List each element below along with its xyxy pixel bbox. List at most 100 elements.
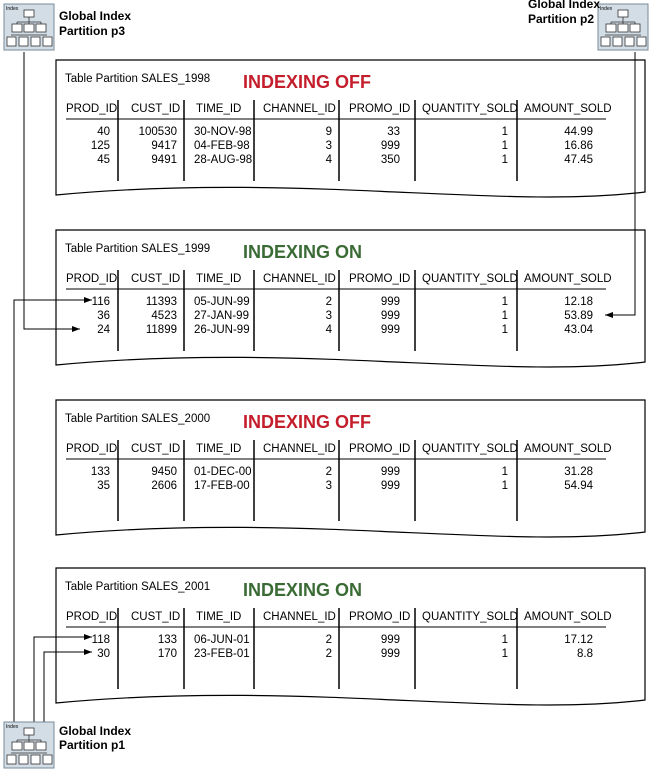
global-index-icon-2: Index [3,721,55,769]
cell-time_id: 27-JAN-99 [194,310,249,322]
column-header: QUANTITY_SOLD [422,103,518,115]
column-header: TIME_ID [196,273,241,285]
table-row: 40 100530 30-NOV-98 9 33 1 44.99 [97,126,593,138]
cell-prod_id: 30 [97,648,110,660]
index-name-line2: Partition p1 [59,738,125,752]
tree-node [35,741,47,751]
partition-frame [55,59,646,198]
table-partition-0: Table Partition SALES_1998 INDEXING OFF PR… [55,59,646,198]
table-row: 36 4523 27-JAN-99 3 999 1 53.89 [97,310,593,322]
tree-node [30,754,41,765]
column-header: AMOUNT_SOLD [524,273,612,285]
cell-amount_sold: 12.18 [564,296,593,308]
cell-prod_id: 118 [92,634,110,646]
cell-cust_id: 133 [158,634,177,646]
link-p1-row-116 [13,297,92,722]
column-header: PROD_ID [66,443,117,455]
column-header: QUANTITY_SOLD [422,611,518,623]
tree-node [605,23,617,33]
cell-time_id: 26-JUN-99 [194,324,250,336]
link-p1-row-118 [33,634,92,722]
tree-node [23,23,35,33]
column-header: CUST_ID [131,103,180,115]
column-header: CUST_ID [131,611,180,623]
cell-channel_id: 4 [326,154,333,166]
column-header: CHANNEL_ID [263,611,336,623]
table-row: 125 9417 04-FEB-98 3 999 1 16.86 [91,140,593,152]
tree-node [23,9,35,18]
column-header: PROD_ID [66,273,117,285]
column-header: TIME_ID [196,611,241,623]
cell-amount_sold: 17.12 [564,634,593,646]
cell-prod_id: 36 [97,310,110,322]
cell-cust_id: 11393 [146,296,177,308]
tree-lines [11,735,47,754]
cell-promo_id: 999 [381,466,400,478]
cell-promo_id: 999 [381,140,400,152]
index-name-line2: Partition p3 [59,24,125,38]
cell-cust_id: 4523 [151,310,177,322]
index-name-line1: Global Index [59,724,131,738]
cell-time_id: 06-JUN-01 [194,634,250,646]
tree-node [18,754,29,765]
tree-node [35,23,47,33]
tree-node [6,754,17,765]
table-row: 133 9450 01-DEC-00 2 999 1 31.28 [91,466,593,478]
column-header: CHANNEL_ID [263,103,336,115]
cell-quantity_sold: 1 [502,634,508,646]
tree-node [23,727,35,736]
global-index-icon-1: Index [597,3,649,51]
column-header: CUST_ID [131,443,180,455]
cell-channel_id: 4 [326,324,333,336]
cell-promo_id: 999 [381,480,400,492]
partition-frame [55,399,646,538]
partition-title: Table Partition SALES_1998 [65,73,210,85]
link-p1-row-30 [43,649,92,722]
link-p2-row-53.89 [605,52,636,318]
column-header: QUANTITY_SOLD [422,443,518,455]
column-header: PROMO_ID [349,273,410,285]
tree-node [617,9,629,18]
tree-node [11,23,23,33]
indexing-status: INDEXING OFF [243,412,371,432]
partition-title: Table Partition SALES_2000 [65,413,210,425]
table-row: 116 11393 05-JUN-99 2 999 1 12.18 [92,296,593,308]
tree-node [23,741,35,751]
tree-lines [605,17,641,36]
indexing-status: INDEXING OFF [243,72,371,92]
cell-amount_sold: 53.89 [564,310,593,322]
cell-time_id: 01-DEC-00 [194,466,252,478]
indexing-status: INDEXING ON [243,242,362,262]
cell-cust_id: 2606 [151,480,177,492]
index-icon-label: Index [6,6,19,12]
cell-time_id: 05-JUN-99 [194,296,250,308]
column-header: PROMO_ID [349,103,410,115]
column-header: TIME_ID [196,443,241,455]
column-header: CHANNEL_ID [263,443,336,455]
link-p3-row-24 [23,52,80,332]
tree-node [6,36,17,47]
table-row: 118 133 06-JUN-01 2 999 1 17.12 [92,634,593,646]
cell-amount_sold: 8.8 [577,648,593,660]
index-name-line1: Global Index [528,0,600,11]
index-name-line1: Global Index [59,9,131,23]
cell-quantity_sold: 1 [502,466,508,478]
tree-node [612,36,623,47]
tree-node [636,36,647,47]
cell-amount_sold: 44.99 [564,126,593,138]
cell-quantity_sold: 1 [502,154,508,166]
tree-node [617,23,629,33]
table-partition-1: Table Partition SALES_1999 INDEXING ON PRO… [55,229,646,368]
partition-title: Table Partition SALES_1999 [65,243,210,255]
cell-cust_id: 100530 [139,126,177,138]
index-name-line2: Partition p2 [528,12,594,26]
cell-cust_id: 9417 [151,140,177,152]
cell-time_id: 30-NOV-98 [194,126,252,138]
cell-promo_id: 33 [387,126,400,138]
cell-channel_id: 2 [326,634,332,646]
tree-node [30,36,41,47]
index-icon-label: Index [600,6,613,12]
cell-quantity_sold: 1 [502,296,508,308]
cell-cust_id: 170 [158,648,177,660]
cell-channel_id: 2 [326,466,332,478]
